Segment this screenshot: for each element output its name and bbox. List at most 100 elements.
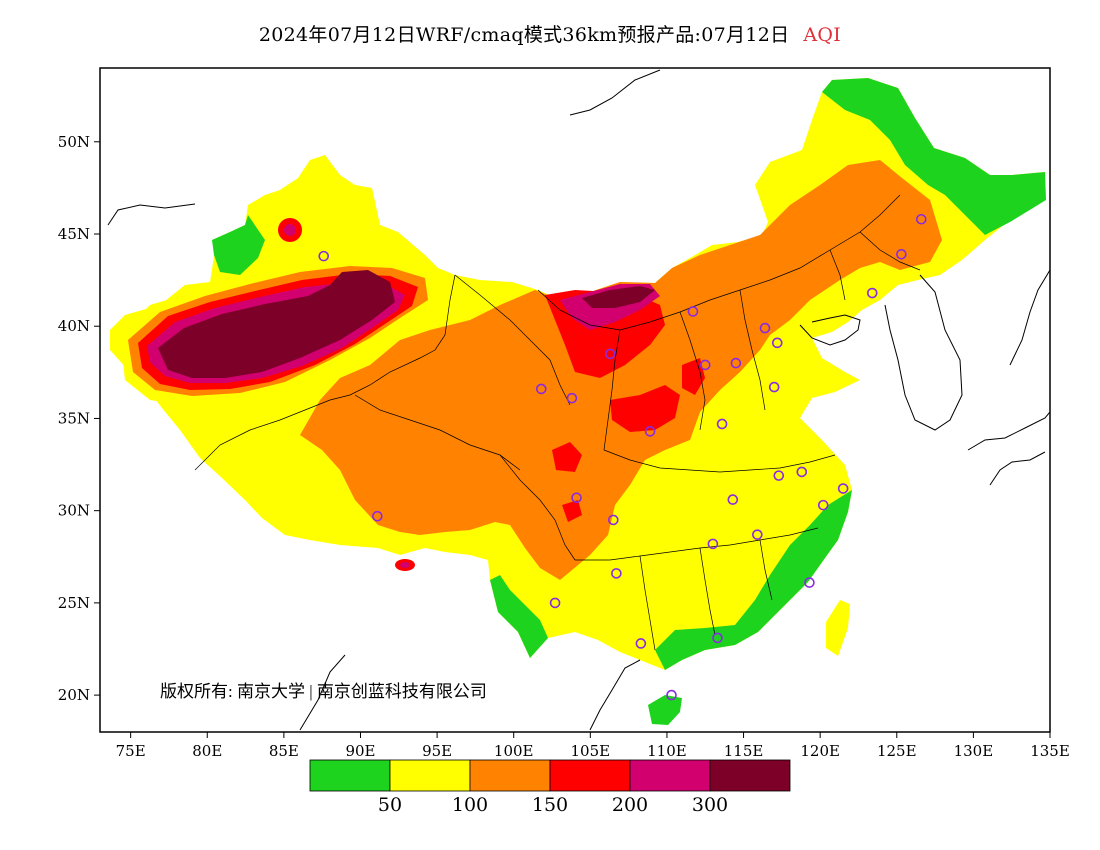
lon-tick-label: 100E [494,742,534,760]
station-marker [773,470,785,481]
station-marker [716,418,728,430]
lon-tick-label: 90E [345,742,375,760]
aqi-region-alxa-maroon [582,286,655,308]
boundary-south [575,527,819,651]
station-marker [666,689,677,701]
station-marker [535,383,547,395]
lat-tick-label: 35N [58,409,90,427]
station-marker [687,306,699,317]
boundary-xinjiang [194,274,456,471]
lon-tick-label: 110E [647,742,687,760]
coastline-bohai [799,314,861,346]
station-marker [804,577,815,588]
lon-tick-label: 130E [954,742,994,760]
lat-tick-label: 30N [58,502,90,520]
station-marker [635,638,647,649]
legend-swatch [309,759,391,792]
boundary-northeast [829,231,921,301]
longitude-axis: 75E 80E 85E 90E 95E 100E 105E 110E 115E 120E 125E 1… [116,732,1070,760]
legend-label: 200 [612,794,648,816]
station-marker [707,538,719,550]
aqi-hotspot-tibet-core [400,562,410,568]
boundary-inner-mongolia [537,194,901,331]
copyright-text: 版权所有: 南京大学 | 南京创蓝科技有限公司 [160,682,487,701]
lat-tick-label: 40N [58,317,90,335]
lat-tick-label: 45N [58,225,90,243]
lat-tick-label: 25N [58,594,90,612]
title-main: 2024年07月12日WRF/cmaq模式36km预报产品:07月12日 [258,24,790,46]
lon-tick-label: 135E [1030,742,1070,760]
legend-label: 50 [378,794,402,816]
station-marker [727,494,739,505]
map-title: 2024年07月12日WRF/cmaq模式36km预报产品:07月12日 AQI [0,20,1100,47]
station-marker [604,348,616,360]
aqi-legend: 50 100 150 200 300 [309,759,791,816]
aqi-region-good-taiwan [826,600,850,656]
coastline-japan [967,269,1050,486]
boundary-qinghai-gansu [454,274,571,406]
station-marker [566,392,578,404]
boundary-sichuan [499,454,576,561]
station-marker [644,426,656,437]
lon-tick-label: 125E [877,742,917,760]
station-marker [699,359,711,371]
station-layer [318,213,927,701]
boundary-north-central [603,289,766,451]
station-marker [915,213,927,225]
aqi-region-unhealthy-shanxi [610,385,680,432]
coastline-korea [884,274,963,431]
station-marker [608,514,619,526]
lon-tick-label: 80E [192,742,222,760]
station-marker [712,632,723,644]
station-marker [730,357,742,369]
station-marker [837,483,849,494]
legend-label: 150 [532,794,568,816]
aqi-region-unhealthy-hebei [682,358,705,395]
coastline-north-outline [107,69,661,226]
station-marker [549,597,561,609]
station-marker [771,337,783,349]
lat-tick-label: 50N [58,133,90,151]
province-boundaries [194,194,921,651]
lon-tick-label: 95E [422,742,452,760]
title-variable: AQI [803,24,842,46]
station-marker [571,492,582,504]
lon-tick-label: 120E [800,742,840,760]
boundary-central [603,449,836,473]
station-marker [752,529,763,540]
station-marker [318,250,330,262]
station-marker [768,381,780,393]
legend-swatch [549,759,631,792]
aqi-region-good-hainan [648,695,682,725]
aqi-hotspot-tuha-core [284,224,296,236]
legend-swatch [629,759,711,792]
lon-tick-label: 85E [269,742,299,760]
aqi-region-unhealthy-chongqing [562,500,582,522]
aqi-region-good-yunnan [490,575,548,658]
aqi-region-tarim-maroon [158,270,395,378]
aqi-region-good-northeast [822,78,1046,235]
station-marker [896,248,907,260]
lon-tick-label: 105E [571,742,611,760]
station-marker [817,499,829,511]
map-frame [99,67,1051,733]
legend-swatch [469,759,551,792]
lat-tick-label: 20N [58,686,90,704]
aqi-region-good-xinjiang [212,215,265,275]
latitude-axis: 20N 25N 30N 35N 40N 45N 50N [58,133,100,704]
aqi-region-unhealthy-sensitive [300,160,942,580]
aqi-region-good-south [655,490,852,670]
station-marker [866,287,878,299]
legend-swatch [389,759,471,792]
lon-tick-label: 75E [116,742,146,760]
station-marker [796,466,808,478]
station-marker [611,568,622,579]
coastline-southeast-asia [299,654,641,731]
legend-swatch [709,759,791,792]
aqi-region-unhealthy-sichuan [552,442,582,472]
aqi-field [110,78,1046,725]
station-marker [372,510,383,522]
legend-label: 100 [452,794,488,816]
legend-label: 300 [692,794,728,816]
